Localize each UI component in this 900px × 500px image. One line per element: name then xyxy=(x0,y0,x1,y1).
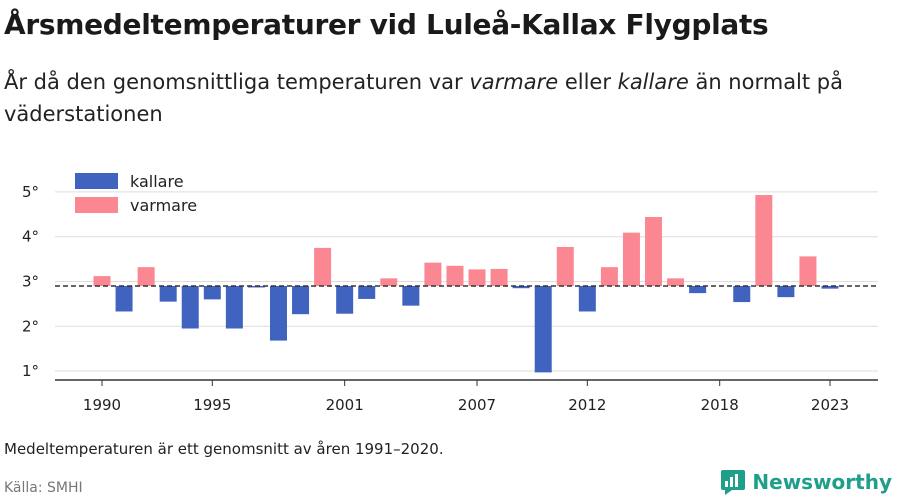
bar-kallare-2023 xyxy=(821,285,839,289)
legend-label-kallare: kallare xyxy=(130,172,184,191)
bar-varmare-2000 xyxy=(314,247,332,286)
y-tick-label: 4° xyxy=(22,228,39,246)
x-tick-label: 2023 xyxy=(811,396,849,414)
bar-varmare-2007 xyxy=(468,269,486,286)
x-tick-label: 2018 xyxy=(701,396,739,414)
legend-swatch-kallare xyxy=(75,173,118,189)
bar-varmare-2016 xyxy=(667,278,685,286)
bar-varmare-2020 xyxy=(755,195,773,286)
bar-varmare-2003 xyxy=(380,278,398,286)
subtitle-warm-word: varmare xyxy=(469,70,559,94)
bar-kallare-1998 xyxy=(269,285,287,341)
y-tick-label: 3° xyxy=(22,272,39,290)
bar-kallare-1996 xyxy=(225,285,243,329)
bar-varmare-2011 xyxy=(556,246,574,286)
x-tick-label: 2001 xyxy=(326,396,364,414)
newsworthy-logo-icon xyxy=(721,470,746,495)
chart-subtitle: År då den genomsnittliga temperaturen va… xyxy=(4,66,884,130)
bar-varmare-1992 xyxy=(137,267,155,286)
brand-name: Newsworthy xyxy=(752,470,892,494)
bar-varmare-1990 xyxy=(93,276,111,286)
bar-chart: 1° 2° 3° 4° 5° 1990 1995 2001 2007 2012 2018 2023 ka… xyxy=(22,172,878,414)
bar-kallare-1995 xyxy=(203,285,221,300)
y-tick-label: 2° xyxy=(22,317,39,335)
subtitle-part-1: År då den genomsnittliga temperaturen va… xyxy=(4,70,470,94)
legend-label-varmare: varmare xyxy=(130,196,197,215)
bar-kallare-2010 xyxy=(534,285,552,373)
bar-varmare-2006 xyxy=(446,265,464,286)
x-tick-label: 1990 xyxy=(83,396,121,414)
bar-kallare-2001 xyxy=(336,285,354,314)
bar-kallare-2021 xyxy=(777,285,795,298)
bar-varmare-2013 xyxy=(600,267,618,286)
bar-varmare-2005 xyxy=(424,262,442,286)
bar-kallare-2004 xyxy=(402,285,420,306)
x-tick-label: 1995 xyxy=(193,396,231,414)
x-tick-label: 2012 xyxy=(568,396,606,414)
footnote: Medeltemperaturen är ett genomsnitt av å… xyxy=(4,440,444,458)
chart-title: Årsmedeltemperaturer vid Luleå-Kallax Fl… xyxy=(4,8,769,41)
bar-kallare-2009 xyxy=(512,285,530,289)
bar-varmare-2008 xyxy=(490,268,508,286)
bar-varmare-2014 xyxy=(622,232,640,286)
bar-kallare-2002 xyxy=(358,285,376,299)
subtitle-cold-word: kallare xyxy=(617,70,689,94)
bar-varmare-2015 xyxy=(645,216,663,286)
bar-kallare-2019 xyxy=(733,285,751,303)
y-tick-label: 1° xyxy=(22,362,39,380)
x-tick-label: 2007 xyxy=(458,396,496,414)
y-tick-label: 5° xyxy=(22,183,39,201)
bar-kallare-2017 xyxy=(689,285,707,294)
bar-varmare-2022 xyxy=(799,256,817,286)
brand-logo: Newsworthy xyxy=(720,468,892,496)
bar-kallare-1993 xyxy=(159,285,177,302)
subtitle-part-3: än normalt på väderstationen xyxy=(4,70,843,126)
source-label: Källa: SMHI xyxy=(4,480,83,496)
subtitle-part-2: eller xyxy=(558,70,618,94)
legend-swatch-varmare xyxy=(75,197,118,213)
bar-kallare-1994 xyxy=(181,285,199,329)
bar-kallare-1999 xyxy=(292,285,310,315)
bar-kallare-2012 xyxy=(578,285,596,312)
bar-kallare-1991 xyxy=(115,285,133,312)
